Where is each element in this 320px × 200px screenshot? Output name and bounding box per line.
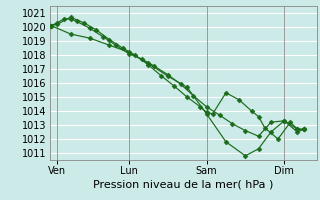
X-axis label: Pression niveau de la mer( hPa ): Pression niveau de la mer( hPa ) bbox=[93, 180, 273, 190]
